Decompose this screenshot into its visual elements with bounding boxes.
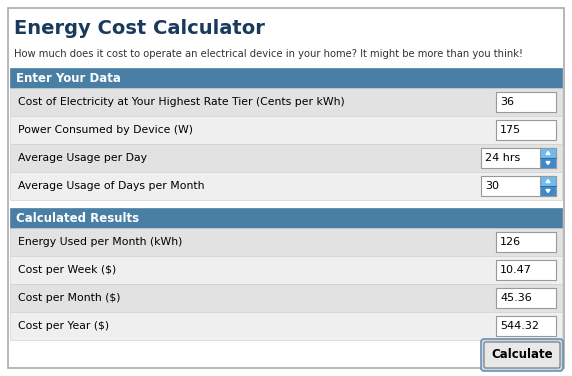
Text: 126: 126 (500, 237, 521, 247)
Text: Cost per Year ($): Cost per Year ($) (18, 321, 109, 331)
Text: 175: 175 (500, 125, 521, 135)
FancyBboxPatch shape (540, 176, 556, 186)
FancyBboxPatch shape (10, 144, 562, 172)
FancyBboxPatch shape (10, 68, 562, 88)
FancyBboxPatch shape (484, 342, 560, 368)
Polygon shape (546, 162, 550, 165)
FancyBboxPatch shape (10, 46, 562, 62)
Polygon shape (546, 190, 550, 193)
FancyBboxPatch shape (8, 8, 564, 368)
FancyBboxPatch shape (481, 176, 556, 196)
Text: 30: 30 (485, 181, 499, 191)
FancyBboxPatch shape (540, 158, 556, 168)
Polygon shape (546, 152, 550, 155)
FancyBboxPatch shape (481, 148, 556, 168)
FancyBboxPatch shape (496, 232, 556, 252)
FancyBboxPatch shape (496, 120, 556, 140)
FancyBboxPatch shape (10, 256, 562, 284)
Text: How much does it cost to operate an electrical device in your home? It might be : How much does it cost to operate an elec… (14, 49, 523, 59)
FancyBboxPatch shape (10, 312, 562, 340)
FancyBboxPatch shape (10, 284, 562, 312)
Text: 45.36: 45.36 (500, 293, 532, 303)
Text: Enter Your Data: Enter Your Data (16, 71, 121, 85)
FancyBboxPatch shape (496, 288, 556, 308)
Text: Calculate: Calculate (491, 349, 553, 361)
Text: 36: 36 (500, 97, 514, 107)
FancyBboxPatch shape (496, 316, 556, 336)
Text: Cost per Month ($): Cost per Month ($) (18, 293, 121, 303)
Text: 24 hrs: 24 hrs (485, 153, 521, 163)
Text: 544.32: 544.32 (500, 321, 539, 331)
Text: Cost of Electricity at Your Highest Rate Tier (Cents per kWh): Cost of Electricity at Your Highest Rate… (18, 97, 345, 107)
FancyBboxPatch shape (10, 88, 562, 116)
FancyBboxPatch shape (10, 172, 562, 200)
FancyBboxPatch shape (481, 339, 563, 371)
FancyBboxPatch shape (496, 260, 556, 280)
Text: Power Consumed by Device (W): Power Consumed by Device (W) (18, 125, 193, 135)
FancyBboxPatch shape (10, 228, 562, 256)
Text: Calculated Results: Calculated Results (16, 211, 139, 224)
FancyBboxPatch shape (10, 208, 562, 228)
Text: 10.47: 10.47 (500, 265, 532, 275)
Text: Energy Used per Month (kWh): Energy Used per Month (kWh) (18, 237, 182, 247)
Polygon shape (546, 179, 550, 182)
FancyBboxPatch shape (540, 186, 556, 196)
FancyBboxPatch shape (540, 148, 556, 158)
Text: Average Usage per Day: Average Usage per Day (18, 153, 147, 163)
FancyBboxPatch shape (496, 92, 556, 112)
FancyBboxPatch shape (10, 116, 562, 144)
Text: Cost per Week ($): Cost per Week ($) (18, 265, 116, 275)
Text: Energy Cost Calculator: Energy Cost Calculator (14, 18, 265, 38)
Text: Average Usage of Days per Month: Average Usage of Days per Month (18, 181, 205, 191)
